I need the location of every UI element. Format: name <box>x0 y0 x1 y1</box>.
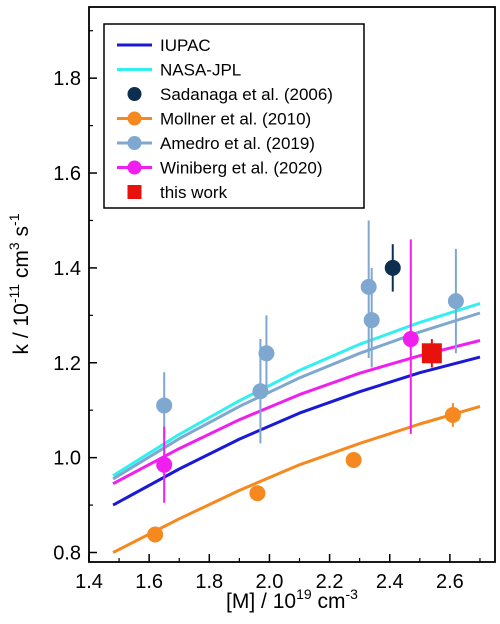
errorbars-layer <box>154 220 457 540</box>
legend: IUPAC NASA-JPL Sadanaga et al. (2006) Molln… <box>103 23 365 209</box>
curve-amedro-et-al-2019 <box>112 311 481 481</box>
legend-label-mollner-et-al-2010: Mollner et al. (2010) <box>160 110 311 129</box>
point-amedro-et-al-2019-5 <box>447 293 464 310</box>
point-mollner-et-al-2010-2 <box>345 452 362 469</box>
point-mollner-et-al-2010-1 <box>249 485 266 502</box>
point-amedro-et-al-2019-3 <box>360 278 377 295</box>
y-tick-label-1: 1.0 <box>53 448 81 470</box>
curve-iupac <box>112 355 481 507</box>
y-tick-label-5: 1.8 <box>53 68 81 90</box>
point-winiberg-et-al-2020-1 <box>402 331 419 348</box>
x-axis-title: [M] / 1019 cm-3 <box>226 586 358 613</box>
y-tick-label-4: 1.6 <box>53 163 81 185</box>
x-tick-label-6: 2.6 <box>436 571 464 593</box>
legend-label-sadanaga-et-al-2006: Sadanaga et al. (2006) <box>160 85 333 104</box>
y-tick-label-0: 0.8 <box>53 543 81 565</box>
point-sadanaga-et-al-2006-0 <box>384 259 401 276</box>
point-mollner-et-al-2010-3 <box>444 406 461 423</box>
legend-label-winiberg-et-al-2020: Winiberg et al. (2020) <box>160 159 323 178</box>
point-this-work-0 <box>421 343 442 364</box>
points-layer <box>147 259 464 543</box>
legend-swatch-marker-mollner-et-al-2010 <box>127 111 142 126</box>
curve-nasa-jpl <box>112 302 481 477</box>
x-tick-label-4: 2.2 <box>316 571 344 593</box>
curves-layer <box>112 302 481 554</box>
x-tick-label-1: 1.6 <box>135 571 163 593</box>
point-amedro-et-al-2019-0 <box>156 397 173 414</box>
legend-items: IUPAC NASA-JPL Sadanaga et al. (2006) Molln… <box>117 36 333 202</box>
legend-label-nasa-jpl: NASA-JPL <box>160 61 241 80</box>
x-tick-label-3: 2.0 <box>256 571 284 593</box>
y-tick-label-3: 1.4 <box>53 258 81 280</box>
point-winiberg-et-al-2020-0 <box>156 456 173 473</box>
legend-label-iupac: IUPAC <box>160 36 211 55</box>
point-amedro-et-al-2019-1 <box>252 383 269 400</box>
legend-swatch-marker-sadanaga-et-al-2006 <box>127 87 142 101</box>
curve-mollner-et-al-2010 <box>112 404 481 554</box>
legend-label-amedro-et-al-2019: Amedro et al. (2019) <box>160 134 315 153</box>
point-mollner-et-al-2010-0 <box>147 526 164 543</box>
y-tick-label-2: 1.2 <box>53 353 81 375</box>
legend-swatch-marker-winiberg-et-al-2020 <box>127 160 142 175</box>
legend-box <box>103 23 365 209</box>
x-tick-label-5: 2.4 <box>376 571 404 593</box>
x-tick-label-2: 1.8 <box>195 571 223 593</box>
x-tick-label-0: 1.4 <box>75 571 103 593</box>
legend-swatch-marker-this-work <box>127 185 142 199</box>
point-amedro-et-al-2019-4 <box>363 312 380 329</box>
y-axis-title: k / 10-11 cm3 s-1 <box>6 213 33 354</box>
point-amedro-et-al-2019-2 <box>258 345 275 362</box>
curve-winiberg-et-al-2020 <box>112 339 481 486</box>
legend-swatch-marker-amedro-et-al-2019 <box>127 136 142 150</box>
axes-layer: 1.4 1.6 1.8 2.0 2.2 2.4 2.6 0.8 1.0 1.2 1.4 1.6 1.8 <box>53 30 481 593</box>
plot-frame <box>88 6 496 563</box>
legend-label-this-work: this work <box>160 183 228 202</box>
